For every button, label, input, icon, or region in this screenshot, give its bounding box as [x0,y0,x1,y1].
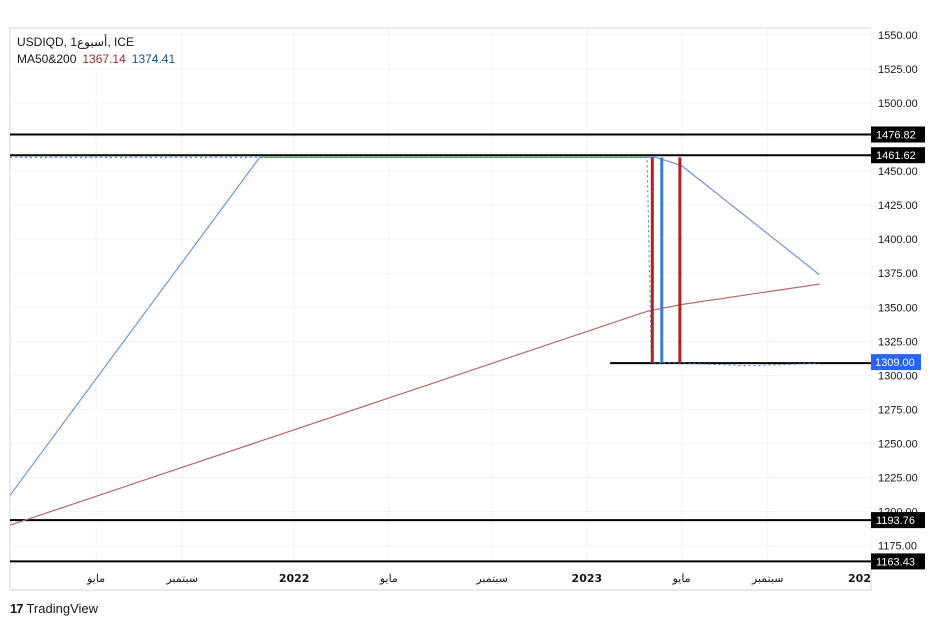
candle-red [678,157,682,364]
current-price-label: 1309.00 [875,357,915,369]
y-tick-label: 1300.00 [878,370,918,382]
x-tick-label: 202 [848,572,871,585]
x-tick-label: مايو [379,572,398,585]
y-tick-label: 1400.00 [878,234,918,246]
candle-red [650,157,654,364]
y-tick-label: 1225.00 [878,473,918,485]
x-tick-label: 2022 [279,572,310,585]
series-line-ma50 [9,156,820,496]
candle-blue [660,157,664,364]
brand-name: TradingView [26,601,99,616]
y-tick-label: 1250.00 [878,438,918,450]
x-tick-label: مايو [86,572,105,585]
tradingview-logo-icon: 17 [10,601,24,616]
y-axis: 1550.001525.001500.001475.001450.001425.… [878,30,918,553]
series-line-price [10,156,820,367]
grid-lines [10,28,872,562]
y-tick-label: 1275.00 [878,404,918,416]
symbol-title: USDIQD, 1أسبوع, ICE [17,35,135,49]
y-tick-label: 1525.00 [878,64,918,76]
y-tick-label: 1425.00 [878,200,918,212]
x-tick-label: سبتمبر [475,572,508,585]
ma50-value: 1367.14 [82,52,126,66]
series-line-ma200 [9,283,820,526]
horizontal-levels [10,133,871,563]
level-badge-label: 1476.82 [876,130,916,142]
x-axis: مايو سبتمبر 2022 مايو سبتمبر 2023 مايو سبتمبر 20… [86,572,871,585]
y-tick-label: 1325.00 [878,336,918,348]
level-badge [871,126,925,143]
level-badge [871,512,925,529]
x-tick-label: مايو [672,572,691,585]
y-tick-label: 1175.00 [878,541,917,553]
current-price-badge [871,354,921,371]
level-badge [871,147,925,164]
y-tick-label: 1450.00 [878,166,918,178]
y-tick-label: 1500.00 [878,98,918,110]
chart-frame [9,27,872,591]
level-badge [871,553,925,570]
level-badge-label: 1461.62 [876,150,916,162]
x-tick-label: سبتمبر [165,572,198,585]
ma-label: MA50&200 [17,52,77,66]
series-lines [9,156,820,526]
ma200-value: 1374.41 [131,52,176,66]
y-tick-label: 1350.00 [878,302,918,314]
level-badge-label: 1163.43 [876,556,915,568]
ma-legend: MA50&200 1367.14 1374.41 [17,51,175,68]
level-badge-label: 1193.76 [876,515,915,527]
candles [650,157,682,364]
y-tick-label: 1375.00 [878,268,918,280]
x-tick-label: 2023 [572,572,603,585]
x-tick-label: سبتمبر [751,572,784,585]
tradingview-brand[interactable]: 17 TradingView [10,601,98,616]
chart-legend: USDIQD, 1أسبوع, ICE MA50&200 1367.14 1374.… [17,34,175,68]
price-badges: 1476.82 1461.62 1193.76 1163.43 1309.00 [871,126,925,570]
y-tick-label: 1550.00 [878,30,918,42]
